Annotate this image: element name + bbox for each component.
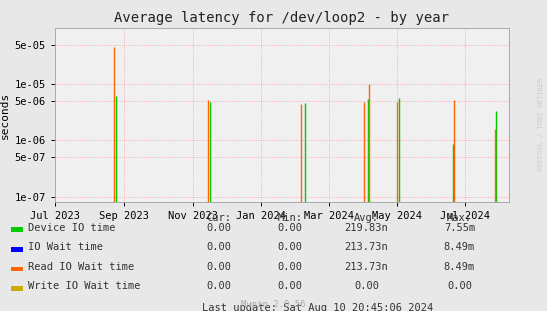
Text: Device IO time: Device IO time <box>28 223 116 233</box>
Text: 8.49m: 8.49m <box>444 262 475 272</box>
Text: RRDTOOL / TOBI OETIKER: RRDTOOL / TOBI OETIKER <box>538 78 544 171</box>
Text: 8.49m: 8.49m <box>444 242 475 252</box>
Y-axis label: seconds: seconds <box>0 91 10 139</box>
Text: 0.00: 0.00 <box>206 281 231 291</box>
Text: Max:: Max: <box>447 213 472 223</box>
Text: 0.00: 0.00 <box>206 223 231 233</box>
Text: Write IO Wait time: Write IO Wait time <box>28 281 141 291</box>
Text: 7.55m: 7.55m <box>444 223 475 233</box>
Text: 213.73n: 213.73n <box>345 242 388 252</box>
Text: Avg:: Avg: <box>354 213 379 223</box>
Text: 0.00: 0.00 <box>206 242 231 252</box>
Text: 0.00: 0.00 <box>277 223 302 233</box>
Text: 0.00: 0.00 <box>277 242 302 252</box>
Text: Munin 2.0.56: Munin 2.0.56 <box>241 300 306 309</box>
Text: 0.00: 0.00 <box>277 281 302 291</box>
Text: 0.00: 0.00 <box>206 262 231 272</box>
Text: 0.00: 0.00 <box>354 281 379 291</box>
Text: Min:: Min: <box>277 213 302 223</box>
Text: 0.00: 0.00 <box>277 262 302 272</box>
Text: Last update: Sat Aug 10 20:45:06 2024: Last update: Sat Aug 10 20:45:06 2024 <box>202 303 433 311</box>
Text: IO Wait time: IO Wait time <box>28 242 103 252</box>
Text: 0.00: 0.00 <box>447 281 472 291</box>
Text: 213.73n: 213.73n <box>345 262 388 272</box>
Text: 219.83n: 219.83n <box>345 223 388 233</box>
Text: Read IO Wait time: Read IO Wait time <box>28 262 135 272</box>
Text: Cur:: Cur: <box>206 213 231 223</box>
Title: Average latency for /dev/loop2 - by year: Average latency for /dev/loop2 - by year <box>114 12 449 26</box>
